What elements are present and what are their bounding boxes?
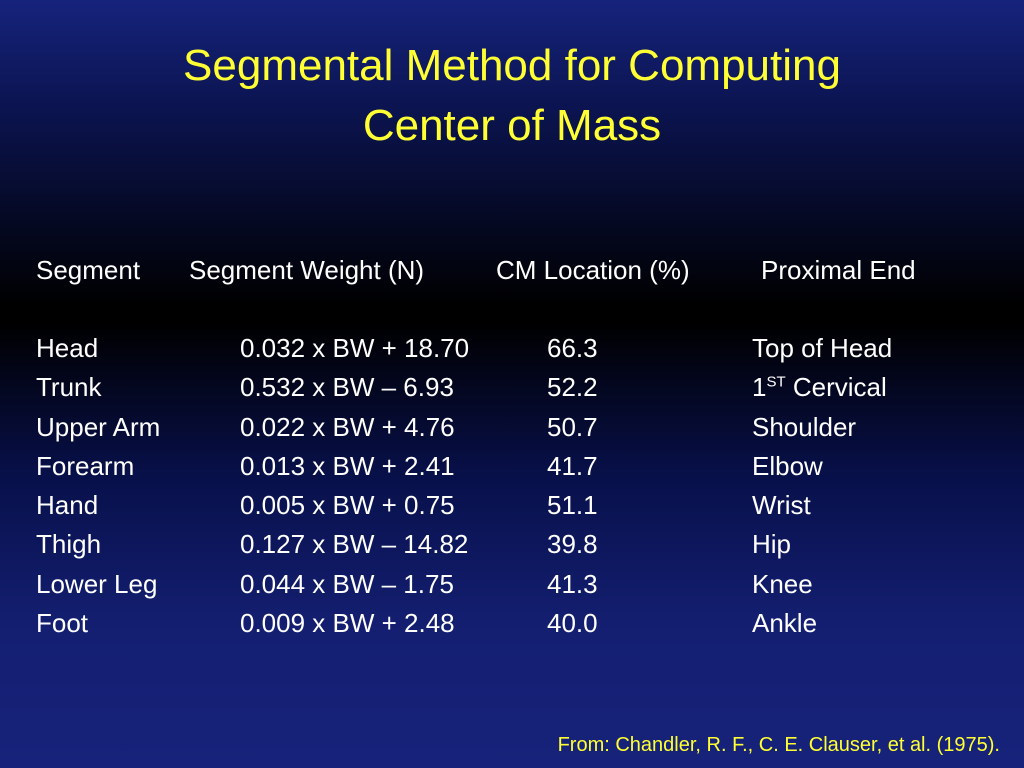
cell-proximal-text: Top of Head bbox=[752, 333, 893, 363]
cell-cm: 41.7 bbox=[547, 450, 598, 481]
citation: From: Chandler, R. F., C. E. Clauser, et… bbox=[557, 734, 1000, 756]
title-line-1: Segmental Method for Computing bbox=[183, 41, 841, 90]
table-row: Foot 0.009 x BW + 2.48 40.0 Ankle bbox=[36, 608, 996, 647]
cell-proximal: Shoulder bbox=[752, 412, 856, 443]
table-row: Head 0.032 x BW + 18.70 66.3 Top of Head bbox=[36, 333, 996, 372]
cell-weight: 0.013 x BW + 2.41 bbox=[240, 450, 455, 481]
slide-title: Segmental Method for Computing Center of… bbox=[0, 36, 1024, 156]
cell-weight: 0.044 x BW – 1.75 bbox=[240, 568, 454, 599]
table-header-row: Segment Segment Weight (N) CM Location (… bbox=[36, 255, 996, 295]
table-body: Head 0.032 x BW + 18.70 66.3 Top of Head… bbox=[36, 333, 996, 647]
header-cm-location: CM Location (%) bbox=[496, 255, 690, 285]
cell-proximal-rest: Cervical bbox=[785, 372, 887, 403]
cell-proximal: Knee bbox=[752, 569, 813, 600]
cell-weight: 0.127 x BW – 14.82 bbox=[240, 529, 469, 560]
cell-proximal-text: Wrist bbox=[752, 490, 811, 521]
header-segment-weight: Segment Weight (N) bbox=[189, 255, 425, 285]
cell-segment: Hand bbox=[36, 490, 99, 521]
cell-weight: 0.009 x BW + 2.48 bbox=[240, 608, 455, 639]
cell-proximal-text: Hip bbox=[752, 529, 792, 560]
cell-proximal: Wrist bbox=[752, 490, 811, 521]
cell-segment: Upper Arm bbox=[36, 411, 161, 442]
cell-weight: 0.022 x BW + 4.76 bbox=[240, 411, 455, 442]
cell-proximal: Hip bbox=[752, 529, 791, 560]
cell-proximal-text: Ankle bbox=[752, 608, 818, 639]
cell-segment: Head bbox=[36, 333, 99, 363]
cell-proximal: Ankle bbox=[752, 608, 817, 639]
cell-proximal-text: 1 bbox=[752, 372, 767, 403]
table-row: Trunk 0.532 x BW – 6.93 52.2 1ST Cervica… bbox=[36, 372, 996, 411]
title-line-2: Center of Mass bbox=[362, 101, 662, 150]
cell-segment: Foot bbox=[36, 608, 89, 639]
cell-cm: 39.8 bbox=[547, 529, 598, 560]
header-segment: Segment bbox=[36, 255, 141, 285]
cell-segment: Lower Leg bbox=[36, 568, 158, 599]
cell-segment: Thigh bbox=[36, 529, 102, 560]
segment-table: Segment Segment Weight (N) CM Location (… bbox=[36, 255, 996, 647]
cell-proximal: 1ST Cervical bbox=[752, 372, 887, 403]
cell-weight: 0.005 x BW + 0.75 bbox=[240, 490, 455, 521]
cell-proximal: Elbow bbox=[752, 451, 823, 482]
table-row: Thigh 0.127 x BW – 14.82 39.8 Hip bbox=[36, 529, 996, 568]
cell-cm: 40.0 bbox=[547, 608, 598, 639]
cell-weight: 0.032 x BW + 18.70 bbox=[240, 333, 470, 363]
cell-weight: 0.532 x BW – 6.93 bbox=[240, 372, 454, 403]
cell-proximal: Top of Head bbox=[752, 333, 892, 364]
cell-proximal-text: Shoulder bbox=[752, 411, 857, 442]
cell-cm: 52.2 bbox=[547, 372, 598, 403]
cell-segment: Forearm bbox=[36, 450, 135, 481]
table-row: Hand 0.005 x BW + 0.75 51.1 Wrist bbox=[36, 490, 996, 529]
cell-cm: 41.3 bbox=[547, 568, 598, 599]
cell-cm: 51.1 bbox=[547, 490, 598, 521]
table-row: Upper Arm 0.022 x BW + 4.76 50.7 Shoulde… bbox=[36, 412, 996, 451]
cell-segment: Trunk bbox=[36, 372, 102, 403]
cell-proximal-text: Knee bbox=[752, 568, 813, 599]
cell-cm: 50.7 bbox=[547, 411, 598, 442]
cell-proximal-superscript: ST bbox=[766, 373, 786, 391]
cell-proximal-text: Elbow bbox=[752, 450, 823, 481]
table-row: Lower Leg 0.044 x BW – 1.75 41.3 Knee bbox=[36, 569, 996, 608]
table-row: Forearm 0.013 x BW + 2.41 41.7 Elbow bbox=[36, 451, 996, 490]
header-proximal-end: Proximal End bbox=[761, 255, 916, 285]
cell-cm: 66.3 bbox=[547, 333, 598, 363]
